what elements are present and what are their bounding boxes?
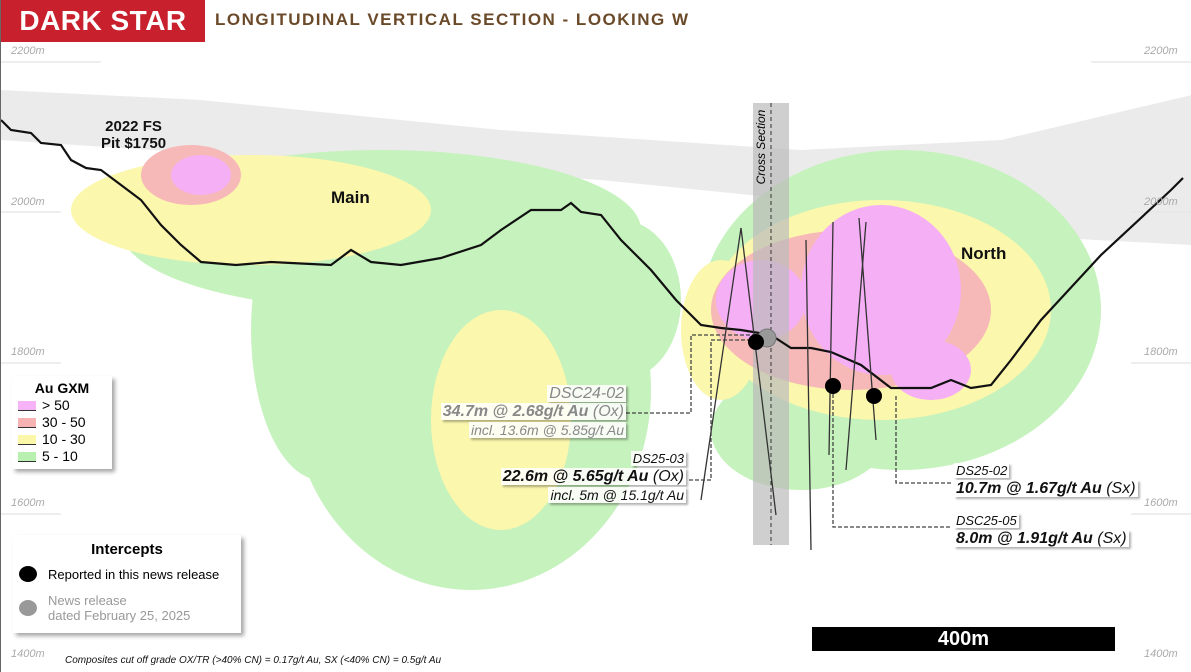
legend-item-5-10: 5 - 10 — [18, 448, 106, 464]
north-zone-label: North — [961, 244, 1007, 263]
annotation-dsc25-05: DSC25-05 8.0m @ 1.91g/t Au (Sx) — [954, 513, 1129, 547]
black-dot-icon — [19, 566, 37, 582]
elevation-2200-left: 2200m — [11, 45, 45, 57]
section-title: LONGITUDINAL VERTICAL SECTION - LOOKING … — [215, 10, 690, 29]
annotation-dsc24-02: DSC24-02 34.7m @ 2.68g/t Au (Ox) incl. 1… — [440, 385, 626, 438]
legend-item-10-30: 10 - 30 — [18, 431, 106, 447]
legend-previous: News release dated February 25, 2025 — [48, 593, 191, 623]
elevation-1400-right: 1400m — [1144, 648, 1178, 660]
elevation-2200-right: 2200m — [1144, 45, 1178, 57]
footnote: Composites cut off grade OX/TR (>40% CN)… — [65, 655, 442, 666]
elevation-1800-right: 1800m — [1144, 346, 1178, 358]
intercept-ds25-02 — [866, 388, 882, 404]
pit-label: 2022 FS Pit $1750 — [101, 118, 167, 152]
elevation-2000-right: 2000m — [1144, 196, 1178, 208]
topography-line — [1, 119, 1184, 390]
elevation-1600-left: 1600m — [11, 497, 45, 509]
annotation-ds25-02: DS25-02 10.7m @ 1.67g/t Au (Sx) — [954, 463, 1138, 497]
legend-reported: Reported in this news release — [48, 567, 220, 582]
gray-dot-icon — [19, 600, 37, 616]
intercepts-legend-title: Intercepts — [91, 541, 163, 558]
elevation-1600-right: 1600m — [1144, 497, 1178, 509]
elevation-2000-left: 2000m — [11, 196, 45, 208]
main-zone-label: Main — [331, 188, 370, 207]
annotation-ds25-03: DS25-03 22.6m @ 5.65g/t Au (Ox) incl. 5m… — [500, 451, 686, 503]
intercept-ds25-03 — [748, 334, 764, 350]
leader-lines — [626, 334, 951, 528]
cross-section-label: Cross Section — [754, 109, 768, 185]
legend-item-30-50: 30 - 50 — [18, 414, 106, 430]
dark-star-logo: DARK STAR — [1, 0, 205, 42]
elevation-1800-left: 1800m — [11, 346, 45, 358]
intercepts-legend: Intercepts Reported in this news release… — [13, 535, 241, 633]
scale-bar: 400m — [812, 627, 1115, 651]
grade-legend: Au GXM > 50 30 - 50 10 - 30 5 - 10 — [12, 376, 112, 469]
legend-item-gt50: > 50 — [18, 397, 106, 413]
elevation-1400-left: 1400m — [11, 648, 45, 660]
intercept-dsc25-05 — [825, 378, 841, 394]
grade-legend-title: Au GXM — [34, 380, 90, 396]
